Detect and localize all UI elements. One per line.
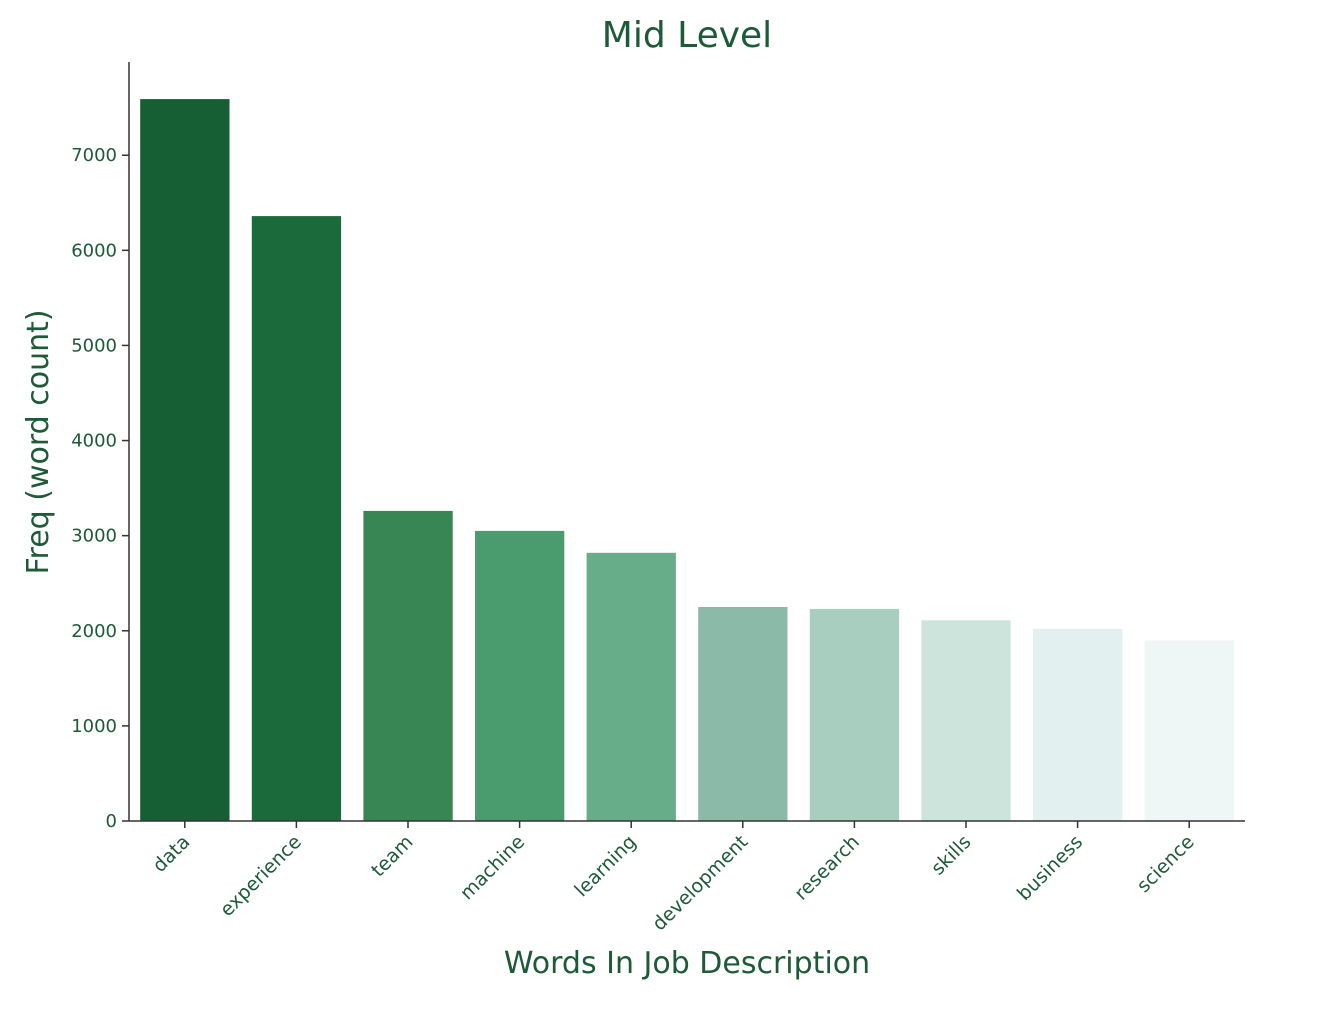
x-tick-label-skills: skills	[927, 831, 976, 880]
bars-group	[140, 99, 1234, 822]
bar-research	[809, 608, 900, 821]
y-tick-label: 4000	[71, 431, 117, 452]
y-tick-label: 1000	[71, 716, 117, 737]
y-ticks-group: 0 1000 2000 3000 4000 5000 6000 7000	[71, 145, 129, 832]
bar-learning	[586, 552, 676, 821]
x-tick-label-team: team	[367, 831, 417, 881]
x-tick-label-science: science	[1133, 831, 1199, 897]
chart-title: Mid Level	[602, 15, 772, 56]
bar-team	[363, 510, 453, 821]
x-tick-label-learning: learning	[570, 831, 640, 901]
x-axis-label: Words In Job Description	[504, 946, 870, 981]
y-tick-label: 5000	[71, 335, 117, 356]
y-axis-label: Freq (word count)	[21, 309, 56, 574]
bar-science	[1144, 640, 1234, 821]
x-tick-label-research: research	[790, 831, 864, 905]
x-tick-label-development: development	[648, 831, 752, 935]
bar-data	[140, 99, 230, 822]
x-ticks-group: data experience team machine learning develop…	[149, 821, 1199, 935]
y-tick-label: 2000	[71, 621, 117, 642]
bar-development	[698, 607, 788, 821]
y-tick-label: 7000	[71, 145, 117, 166]
y-tick-label: 3000	[71, 526, 117, 547]
x-tick-label-experience: experience	[216, 831, 306, 921]
y-tick-label: 6000	[71, 240, 117, 261]
y-tick-label: 0	[106, 811, 117, 832]
bar-business	[1033, 628, 1123, 821]
x-tick-label-business: business	[1013, 831, 1087, 905]
axes-group	[128, 62, 1245, 822]
bar-machine	[475, 530, 565, 821]
x-tick-label-data: data	[149, 831, 195, 877]
bar-experience	[251, 216, 342, 822]
x-tick-label-machine: machine	[456, 831, 529, 904]
bar-skills	[921, 620, 1011, 821]
